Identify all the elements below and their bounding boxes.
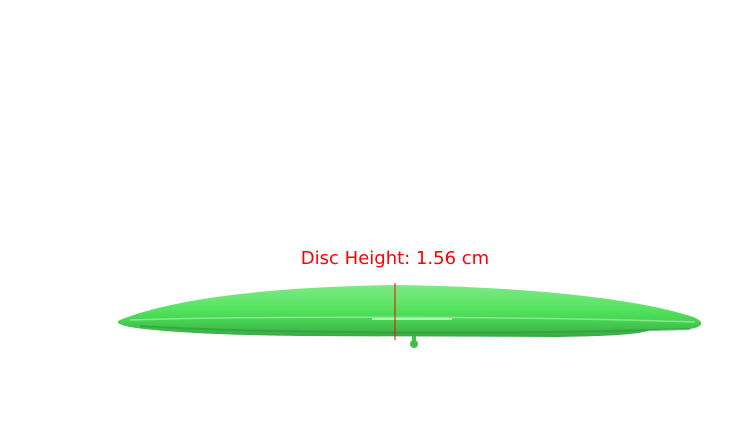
disc-rim-highlight xyxy=(129,316,696,323)
disc-rim-shadow xyxy=(139,325,691,334)
disc-body xyxy=(117,285,702,337)
disc-drip-stem xyxy=(412,336,416,344)
height-annotation: Disc Height: 1.56 cm xyxy=(300,248,490,269)
